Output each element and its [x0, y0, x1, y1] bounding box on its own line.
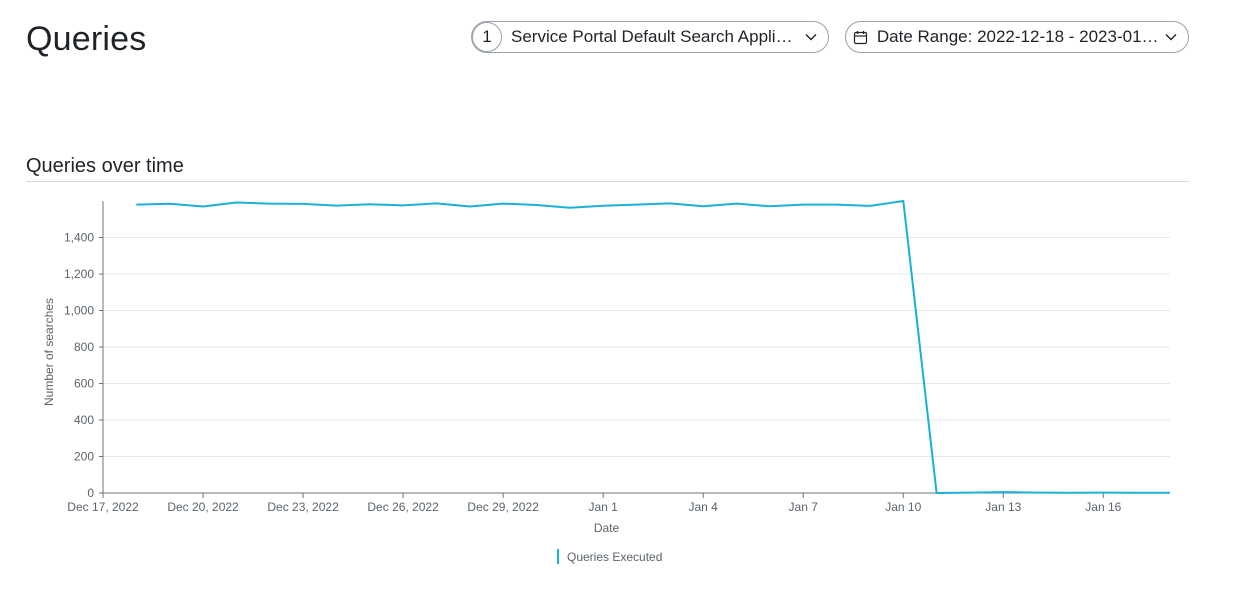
y-tick-label: 800	[74, 340, 94, 354]
chart-legend[interactable]: Queries Executed	[557, 549, 662, 564]
x-tick-label: Jan 16	[1085, 500, 1121, 514]
x-axis-title: Date	[594, 521, 620, 535]
section-divider	[26, 181, 1189, 182]
section-title: Queries over time	[26, 155, 184, 177]
chart-axes	[99, 201, 1170, 498]
chart-gridlines	[103, 237, 1170, 457]
x-tick-label: Dec 23, 2022	[267, 500, 339, 514]
y-tick-label: 400	[74, 413, 94, 427]
queries-line-chart: 0 200 400 600 800 1,000 1,200 1,400 Dec 17, 2022…	[42, 200, 1171, 536]
x-tick-label: Dec 17, 2022	[67, 500, 139, 514]
x-tick-label: Jan 10	[885, 500, 921, 514]
x-tick-label: Jan 7	[789, 500, 819, 514]
selected-count-badge: 1	[472, 22, 502, 52]
series-line-queries-executed	[136, 200, 1170, 494]
y-tick-label: 600	[74, 377, 94, 391]
x-tick-label: Dec 20, 2022	[167, 500, 239, 514]
y-tick-label: 1,000	[64, 304, 94, 318]
x-tick-label: Jan 1	[588, 500, 618, 514]
date-range-filter[interactable]: Date Range: 2022-12-18 - 2023-01-18	[845, 21, 1189, 53]
x-tick-label: Jan 13	[985, 500, 1021, 514]
y-tick-label: 200	[74, 450, 94, 464]
x-tick-label: Dec 26, 2022	[367, 500, 439, 514]
y-axis-title: Number of searches	[42, 298, 56, 406]
chevron-down-icon	[804, 30, 818, 44]
search-application-label: Service Portal Default Search Applicatio…	[511, 27, 801, 46]
chevron-down-icon	[1164, 30, 1178, 44]
legend-swatch	[557, 549, 559, 564]
calendar-icon	[853, 29, 869, 45]
search-application-filter[interactable]: 1 Service Portal Default Search Applicat…	[471, 21, 829, 53]
y-tick-label: 0	[87, 486, 94, 500]
date-range-label: Date Range: 2022-12-18 - 2023-01-18	[876, 27, 1164, 46]
y-tick-label: 1,200	[64, 267, 94, 281]
x-tick-label: Dec 29, 2022	[467, 500, 539, 514]
chart-series	[136, 200, 1171, 494]
page-title: Queries	[26, 20, 147, 58]
chart-labels: 0 200 400 600 800 1,000 1,200 1,400 Dec 17, 2022…	[42, 231, 1122, 536]
y-tick-label: 1,400	[64, 231, 94, 245]
x-tick-label: Jan 4	[689, 500, 719, 514]
legend-label: Queries Executed	[567, 549, 663, 564]
